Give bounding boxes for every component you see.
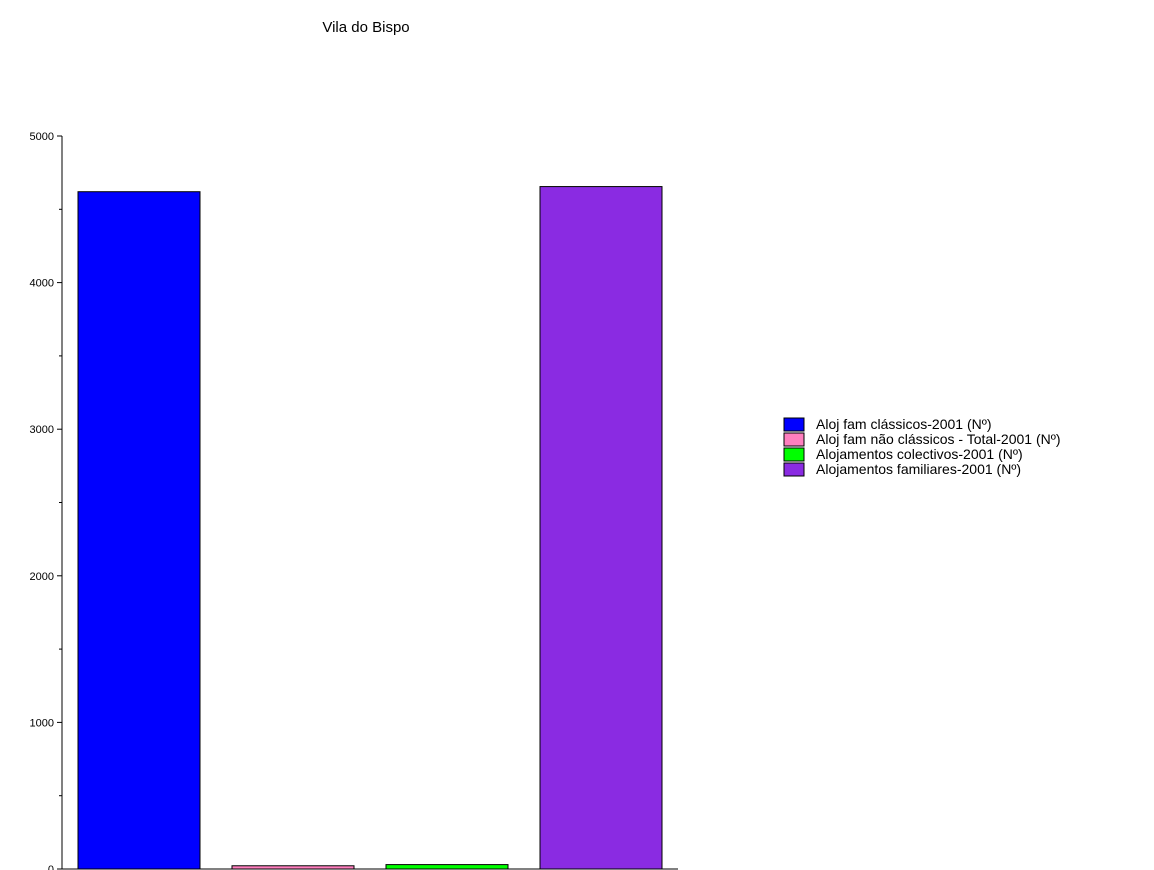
y-tick-label: 4000	[30, 278, 54, 290]
bars	[77, 186, 663, 870]
legend-swatch	[783, 462, 805, 477]
legend-label: Aloj fam clássicos-2001 (Nº)	[816, 416, 992, 432]
legend-swatch	[783, 417, 805, 432]
legend: Aloj fam clássicos-2001 (Nº)Aloj fam não…	[783, 416, 1061, 477]
legend-label: Aloj fam não clássicos - Total-2001 (Nº)	[816, 431, 1061, 447]
bar	[385, 864, 509, 870]
chart-title: Vila do Bispo	[322, 19, 409, 36]
bar	[539, 186, 663, 870]
y-axis: 0 1000 2000 3000 4000 5000	[30, 131, 63, 870]
y-tick-label: 0	[48, 864, 54, 870]
legend-label: Alojamentos familiares-2001 (Nº)	[816, 461, 1021, 477]
legend-label: Alojamentos colectivos-2001 (Nº)	[816, 446, 1023, 462]
y-tick-label: 5000	[30, 131, 54, 143]
y-tick-label: 1000	[30, 717, 54, 729]
bar	[77, 191, 201, 870]
legend-swatch	[783, 447, 805, 462]
y-tick-label: 2000	[30, 571, 54, 583]
y-tick-label: 3000	[30, 424, 54, 436]
legend-swatch	[783, 432, 805, 447]
